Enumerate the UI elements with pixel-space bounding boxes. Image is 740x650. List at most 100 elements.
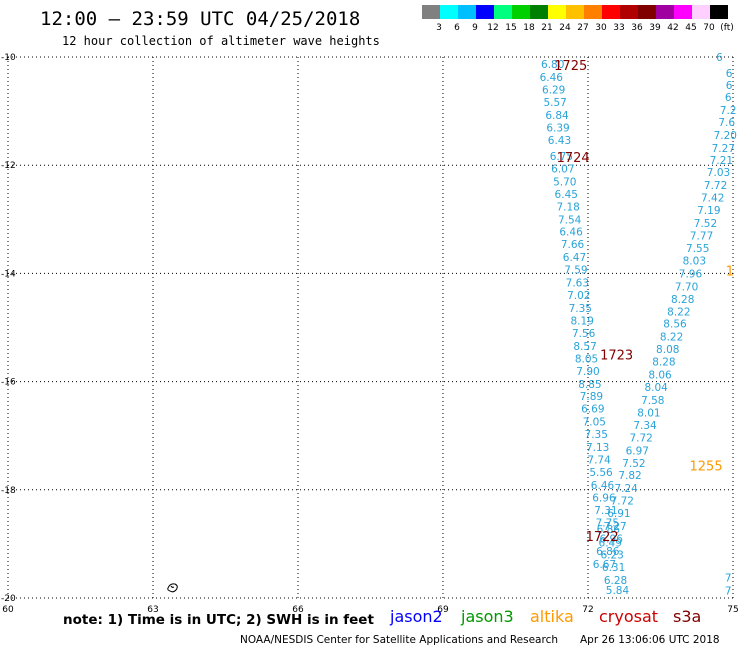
wave-height-label: 7.54 (558, 214, 582, 226)
wave-height-label: 6 (716, 52, 723, 64)
wave-height-label: 8.05 (575, 353, 598, 365)
wave-height-label: 7.72 (704, 180, 727, 192)
x-tick-label: 69 (437, 605, 449, 615)
wave-height-label: 7.13 (586, 442, 609, 454)
island-outline (167, 583, 178, 593)
wave-height-label: 7.34 (633, 420, 657, 432)
y-tick-label: -18 (1, 486, 16, 496)
wave-height-label: 7.72 (629, 432, 652, 444)
wave-height-label: 7.31 (594, 505, 617, 517)
chart-subtitle: 12 hour collection of altimeter wave hei… (62, 34, 380, 48)
wave-height-label: 8.19 (571, 315, 594, 327)
colorbar-swatch (440, 5, 458, 19)
colorbar-label: 15 (505, 23, 517, 33)
wave-height-label: 6 (726, 68, 733, 80)
wave-height-label: 7.72 (611, 496, 634, 508)
colorbar-swatch (512, 5, 530, 19)
pass-time-label: 1 (726, 265, 734, 280)
colorbar-label: 36 (631, 23, 643, 33)
colorbar-label: (ft) (720, 23, 734, 33)
wave-height-label: 8.28 (671, 294, 694, 306)
legend-s3a: s3a (673, 607, 702, 626)
wave-height-label: 8.06 (648, 370, 672, 382)
wave-height-label: 7.58 (641, 395, 664, 407)
x-tick-label: 63 (147, 605, 158, 615)
colorbar-swatch (656, 5, 674, 19)
colorbar-swatch (692, 5, 710, 19)
wave-height-label: 7.03 (707, 167, 730, 179)
colorbar-swatch (494, 5, 512, 19)
wave-height-label: 7.42 (701, 193, 724, 205)
footer-timestamp: Apr 26 13:06:06 UTC 2018 (580, 634, 720, 646)
colorbar-label: 12 (487, 23, 499, 33)
wave-height-label: 7.20 (714, 130, 737, 142)
x-tick-label: 75 (727, 605, 738, 615)
colorbar-label: 45 (685, 23, 697, 33)
wave-height-label: 7.75 (596, 517, 619, 529)
x-tick-label: 72 (582, 605, 593, 615)
wave-height-label: 6.80 (541, 59, 564, 71)
wave-height-label: 6.75 (550, 151, 573, 163)
wave-height-label: 8.85 (578, 379, 601, 391)
wave-height-label: 7.21 (710, 155, 733, 167)
y-tick-label: -16 (1, 378, 16, 388)
x-tick-label: 66 (292, 605, 304, 615)
y-tick-label: -14 (1, 269, 16, 279)
colorbar-label: 21 (541, 23, 553, 33)
wave-height-label: 8.28 (652, 357, 675, 369)
wave-height-label: 8.03 (683, 255, 706, 267)
wave-height-label: 7.56 (572, 328, 596, 340)
wave-height-label: 7.74 (587, 455, 611, 467)
colorbar-swatch (602, 5, 620, 19)
wave-height-label: 6.46 (559, 227, 583, 239)
wave-height-label: 7.66 (561, 239, 585, 251)
wave-height-label: 6 (726, 80, 733, 92)
pass-time-label: 1723 (600, 349, 633, 364)
y-tick-label: -12 (1, 161, 16, 171)
wave-height-label: 7.90 (576, 366, 599, 378)
wave-height-label: 6.69 (581, 404, 604, 416)
wave-height-label: 7.52 (694, 218, 717, 230)
colorbar-label: 9 (472, 23, 478, 33)
colorbar-swatch (620, 5, 638, 19)
wave-height-label: 7.96 (679, 268, 703, 280)
y-tick-label: -20 (1, 594, 16, 604)
wave-height-label: 6.28 (604, 575, 627, 587)
legend-jason2: jason2 (390, 607, 443, 626)
colorbar-swatch (476, 5, 494, 19)
colorbar-swatch (674, 5, 692, 19)
colorbar-label: 70 (703, 23, 715, 33)
legend-jason3: jason3 (461, 607, 514, 626)
wave-height-label: 7.2 (720, 105, 737, 117)
wave-height-label: 7.24 (614, 483, 638, 495)
wave-height-label: 6.45 (555, 189, 578, 201)
wave-height-label: 6.97 (626, 445, 649, 457)
x-tick-label: 60 (2, 605, 14, 615)
wave-height-label: 6.46 (540, 72, 564, 84)
units-note: note: 1) Time is in UTC; 2) SWH is in fe… (63, 612, 374, 628)
colorbar-label: 33 (613, 23, 625, 33)
wave-height-label: 6.07 (551, 163, 574, 175)
wave-height-label: 5.70 (553, 176, 576, 188)
wave-height-label: 7.6 (718, 117, 735, 129)
wave-height-label: 6.31 (602, 562, 625, 574)
wave-height-label: 7.35 (585, 429, 608, 441)
wave-height-label: 7.89 (580, 391, 603, 403)
legend-cryosat: cryosat (599, 607, 659, 626)
pass-time-label: 1724 (557, 151, 590, 166)
wave-height-label: 6.67 (593, 559, 616, 571)
wave-height-label: 5.57 (543, 97, 566, 109)
wave-height-label: 7 (725, 572, 732, 584)
wave-height-label: 7.82 (618, 470, 641, 482)
wave-height-label: 7.19 (697, 205, 720, 217)
wave-height-label: 6.91 (607, 508, 630, 520)
legend-altika: altika (530, 607, 574, 626)
colorbar-swatch (638, 5, 656, 19)
colorbar-label: 6 (454, 23, 460, 33)
wave-height-label: 6.86 (596, 546, 620, 558)
colorbar-label: 24 (559, 23, 571, 33)
wave-height-label: 5.56 (589, 467, 613, 479)
wave-height-label: 6.96 (592, 492, 616, 504)
wave-height-label: 8.04 (644, 382, 668, 394)
